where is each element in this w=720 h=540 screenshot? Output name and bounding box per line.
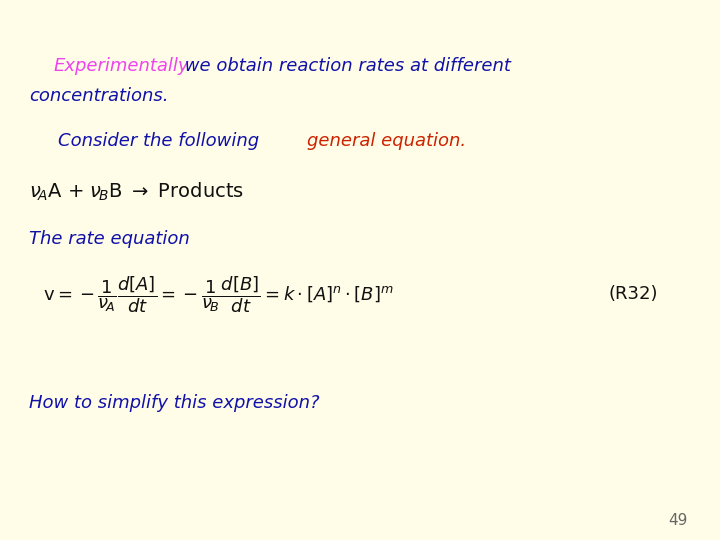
Text: 49: 49 [668,513,688,528]
Text: How to simplify this expression?: How to simplify this expression? [29,394,319,412]
Text: we obtain reaction rates at different: we obtain reaction rates at different [179,57,510,75]
Text: Experimentally: Experimentally [54,57,189,75]
Text: general equation.: general equation. [307,132,466,150]
Text: concentrations.: concentrations. [29,87,168,105]
Text: $\nu_{\!A}$A + $\nu_{\!B}$B $\rightarrow$ Products: $\nu_{\!A}$A + $\nu_{\!B}$B $\rightarrow… [29,181,244,203]
Text: $\mathrm{v} = -\dfrac{1}{\nu_{\!A}}\dfrac{d[A]}{dt} = -\dfrac{1}{\nu_{\!B}}\dfra: $\mathrm{v} = -\dfrac{1}{\nu_{\!A}}\dfra… [43,274,394,315]
Text: (R32): (R32) [608,285,658,303]
Text: The rate equation: The rate equation [29,230,189,247]
Text: Consider the following: Consider the following [58,132,264,150]
